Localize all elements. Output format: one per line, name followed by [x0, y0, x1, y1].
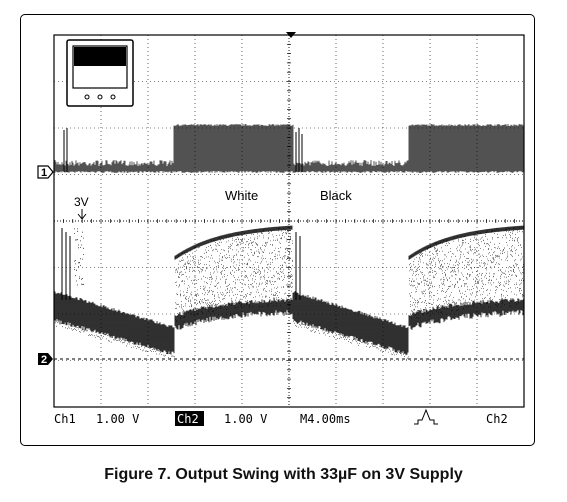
ch2-scale: 1.00 V	[224, 412, 267, 426]
figure-caption: Figure 7. Output Swing with 33µF on 3V S…	[104, 466, 463, 483]
channel-1-trace	[54, 124, 524, 173]
annotation-black: Black	[320, 188, 352, 203]
waveforms	[54, 124, 524, 360]
ch1-scale: 1.00 V	[96, 412, 139, 426]
svg-text:2: 2	[41, 354, 47, 366]
trigger-edge-icon	[414, 408, 438, 425]
timebase: M4.00ms	[300, 412, 351, 426]
annotation-3v-arrow	[77, 209, 87, 220]
annotation-3v: 3V	[74, 195, 89, 209]
annotation-white: White	[225, 188, 258, 203]
ch1-label: Ch1	[54, 412, 76, 426]
ch2-label: Ch2	[177, 412, 199, 426]
status-bar: Ch1 1.00 V Ch2 1.00 V M4.00ms Ch2	[54, 408, 508, 426]
channel-1-marker: 1	[37, 165, 54, 179]
channel-2-marker: 2	[38, 353, 53, 366]
channel-2-streak	[74, 228, 84, 286]
trigger-position-marker	[286, 32, 296, 38]
channel-2-trace-noise	[55, 227, 524, 360]
ch2-label-highlight	[175, 411, 204, 426]
svg-text:1: 1	[41, 167, 47, 179]
channel-2-trace	[54, 225, 524, 356]
display-thumbnail-icon	[66, 39, 134, 107]
trigger-source: Ch2	[486, 412, 508, 426]
